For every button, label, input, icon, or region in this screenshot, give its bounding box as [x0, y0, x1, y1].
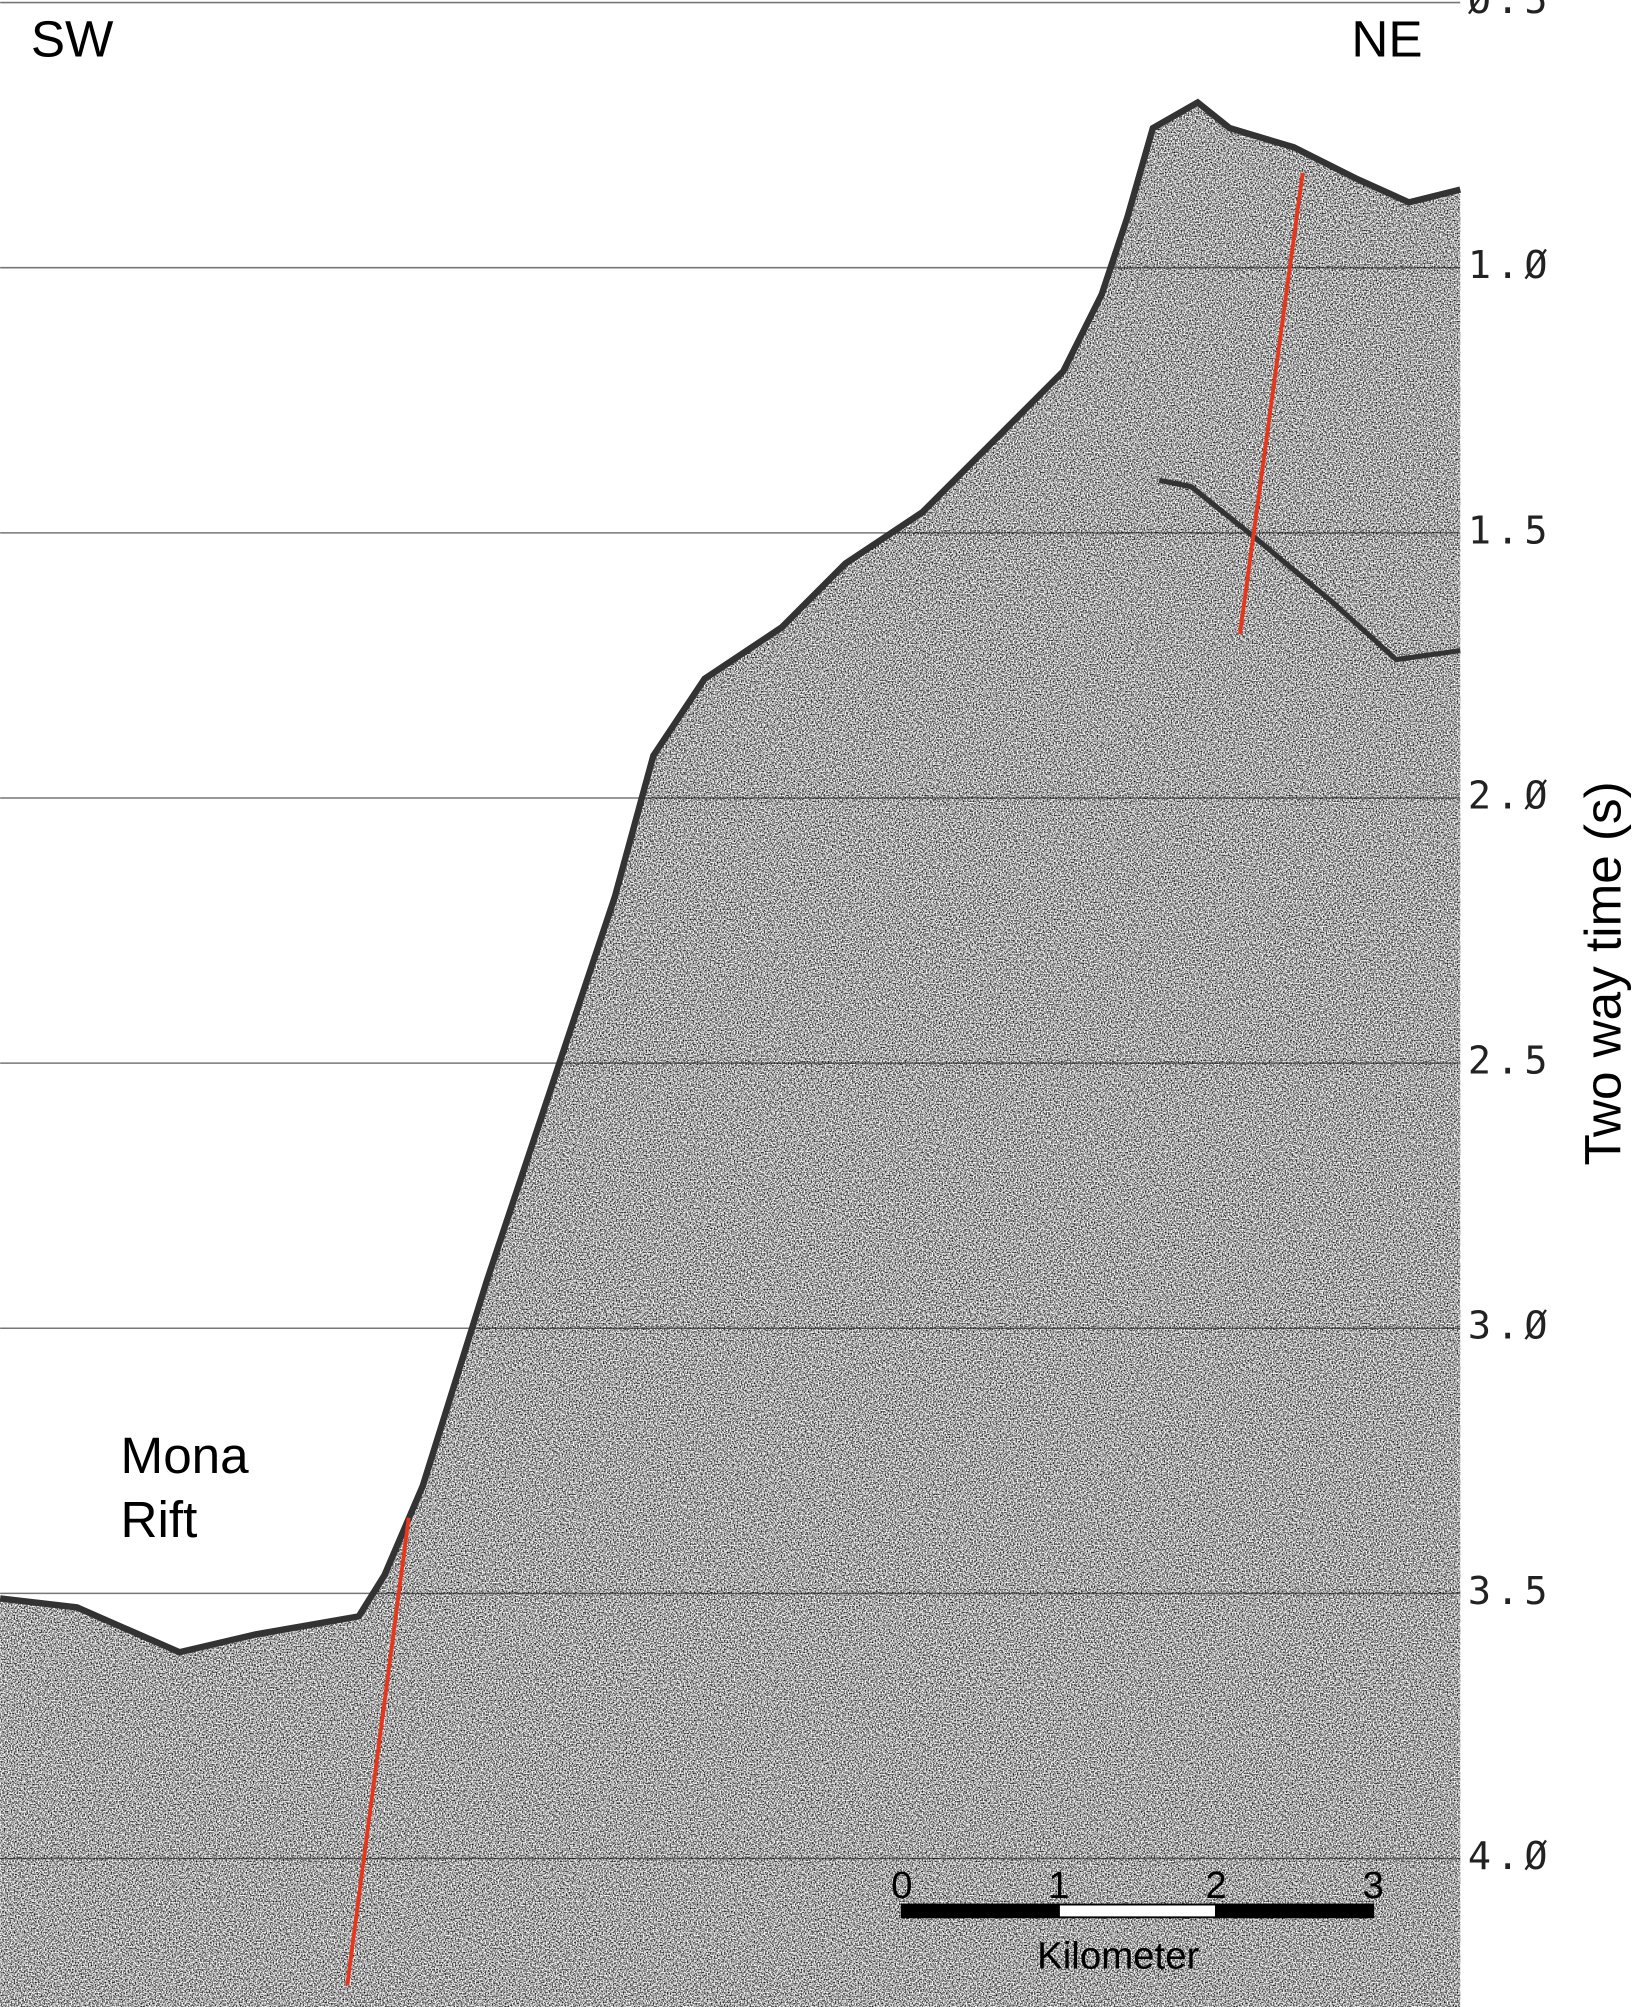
y-tick-label: 3.5	[1468, 1569, 1553, 1614]
y-tick-label: 1.Ø	[1468, 243, 1553, 288]
scale-tick-label: 2	[1205, 1864, 1226, 1907]
direction-label: SW	[31, 10, 114, 67]
scale-segment	[902, 1905, 1059, 1918]
scale-segment	[1059, 1905, 1216, 1918]
scale-segment	[1216, 1905, 1373, 1918]
y-tick-label: 2.Ø	[1468, 773, 1553, 818]
seismic-section	[0, 102, 1460, 2007]
y-tick-label: 3.Ø	[1468, 1304, 1553, 1349]
y-tick-label: Ø.5	[1468, 0, 1553, 23]
scale-tick-label: 1	[1048, 1864, 1069, 1907]
annotation: Rift	[121, 1491, 198, 1548]
y-tick-label: 4.Ø	[1468, 1834, 1553, 1879]
scale-tick-label: 3	[1362, 1864, 1383, 1907]
chart: SW NE Mona Rift Two way time (s) 0 1 2 3 Kil…	[0, 0, 1632, 2007]
y-tick-label: 1.5	[1468, 508, 1553, 553]
scale-label: Kilometer	[1037, 1935, 1199, 1978]
y-axis-label: Two way time (s)	[1574, 781, 1631, 1165]
y-tick-label: 2.5	[1468, 1039, 1553, 1084]
scale-tick-label: 0	[891, 1864, 912, 1907]
direction-label: NE	[1351, 10, 1422, 67]
annotation: Mona	[121, 1427, 250, 1484]
